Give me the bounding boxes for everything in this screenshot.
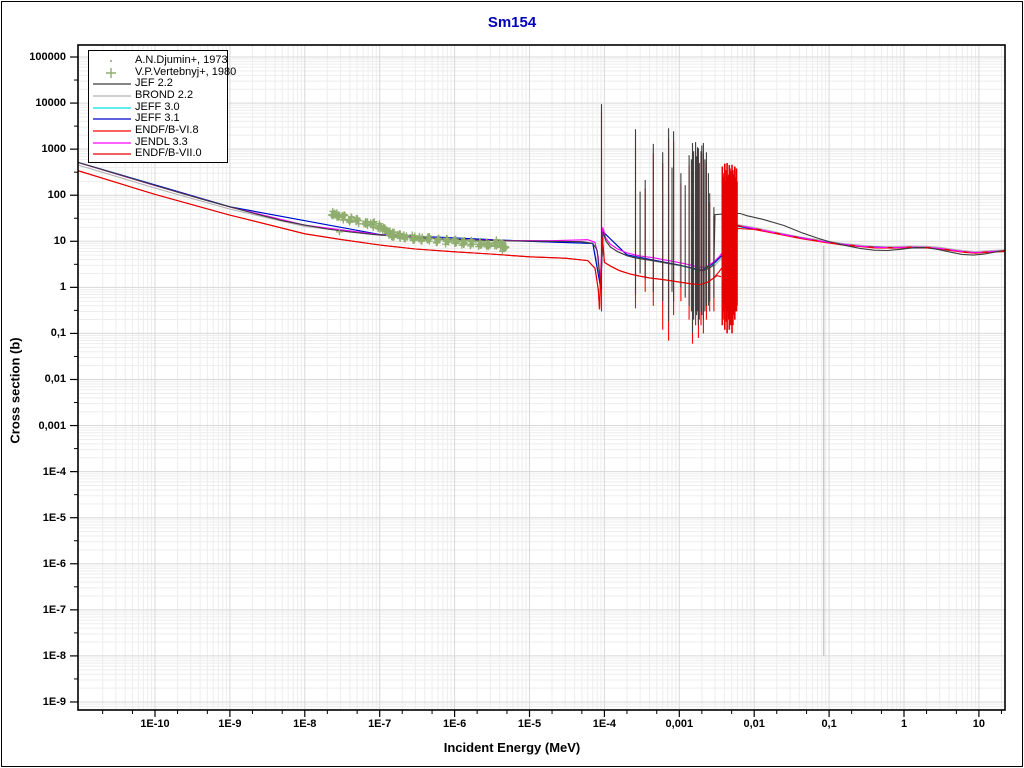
x-tick-label: 1E-6 bbox=[442, 718, 467, 730]
legend-item: JENDL 3.3 bbox=[89, 136, 227, 148]
legend-item-label: JEF 2.2 bbox=[135, 77, 173, 90]
x-tick-label: 1E-10 bbox=[140, 718, 170, 730]
line-legend-marker-icon bbox=[89, 147, 135, 159]
x-tick-label: 1E-5 bbox=[517, 718, 542, 730]
y-tick-label: 10000 bbox=[35, 97, 66, 110]
legend-item-label: V.P.Vertebnyj+, 1980 bbox=[135, 65, 237, 78]
x-tick-label: 1E-8 bbox=[293, 718, 317, 730]
y-tick-label: 0,01 bbox=[44, 373, 66, 386]
line-legend-marker-icon bbox=[89, 112, 135, 124]
y-tick-label: 10 bbox=[53, 235, 66, 248]
y-tick-label: 1 bbox=[59, 281, 66, 294]
y-tick-label: 100 bbox=[47, 189, 66, 202]
plus-legend-marker-icon bbox=[89, 66, 135, 78]
legend-item-label: JEFF 3.0 bbox=[135, 100, 180, 113]
legend-item: A.N.Djumin+, 1973 bbox=[89, 53, 228, 66]
legend-item: ENDF/B-VII.0 bbox=[89, 147, 227, 160]
legend-item-label: ENDF/B-VII.0 bbox=[135, 147, 202, 160]
x-tick-label: 1 bbox=[900, 718, 908, 730]
x-tick-label: 0,001 bbox=[665, 718, 694, 730]
x-tick-label: 1E-7 bbox=[368, 718, 392, 730]
legend-item-label: A.N.Djumin+, 1973 bbox=[135, 53, 228, 66]
x-axis-label: Incident Energy (MeV) bbox=[443, 740, 581, 755]
x-tick-label: 1E-9 bbox=[218, 718, 242, 730]
line-legend-marker-icon bbox=[89, 77, 135, 89]
legend-item-label: BROND 2.2 bbox=[135, 88, 194, 101]
y-tick-label: 1E-8 bbox=[42, 649, 66, 662]
line-legend-marker-icon bbox=[89, 124, 135, 136]
line-legend-marker-icon bbox=[89, 136, 135, 148]
y-tick-label: 1E-5 bbox=[42, 511, 66, 524]
y-tick-label: 1E-6 bbox=[42, 557, 66, 570]
legend-item: JEFF 3.0 bbox=[89, 101, 227, 113]
legend-item: ENDF/B-VI.8 bbox=[89, 124, 227, 136]
y-tick-label: 1E-9 bbox=[42, 695, 66, 708]
legend-item-label: ENDF/B-VI.8 bbox=[135, 123, 199, 136]
legend-item-label: JEFF 3.1 bbox=[135, 112, 180, 125]
x-tick-label: 0,01 bbox=[743, 718, 765, 730]
y-tick-label: 1000 bbox=[41, 143, 66, 156]
y-tick-label: 0,1 bbox=[50, 327, 66, 340]
line-legend-marker-icon bbox=[89, 89, 135, 101]
legend-box: A.N.Djumin+, 1973 V.P.Vertebnyj+, 1980 JEF… bbox=[88, 50, 236, 164]
y-tick-label: 1E-7 bbox=[42, 603, 66, 616]
legend-item-label: JENDL 3.3 bbox=[135, 135, 188, 148]
legend-item: BROND 2.2 bbox=[89, 89, 227, 101]
legend-item: JEF 2.2 bbox=[89, 77, 227, 89]
dot-legend-marker-icon bbox=[89, 54, 135, 66]
x-tick-label: 1E-4 bbox=[592, 718, 617, 730]
y-tick-label: 0,001 bbox=[38, 419, 66, 432]
y-tick-label: 1E-4 bbox=[42, 465, 66, 478]
line-legend-marker-icon bbox=[89, 101, 135, 113]
legend-item: JEFF 3.1 bbox=[89, 112, 227, 124]
x-tick-label: 0,1 bbox=[821, 718, 837, 730]
x-tick-label: 10 bbox=[972, 718, 986, 730]
y-tick-label: 100000 bbox=[29, 51, 66, 63]
legend-item: V.P.Vertebnyj+, 1980 bbox=[89, 66, 236, 78]
chart-title: Sm154 bbox=[487, 14, 537, 31]
